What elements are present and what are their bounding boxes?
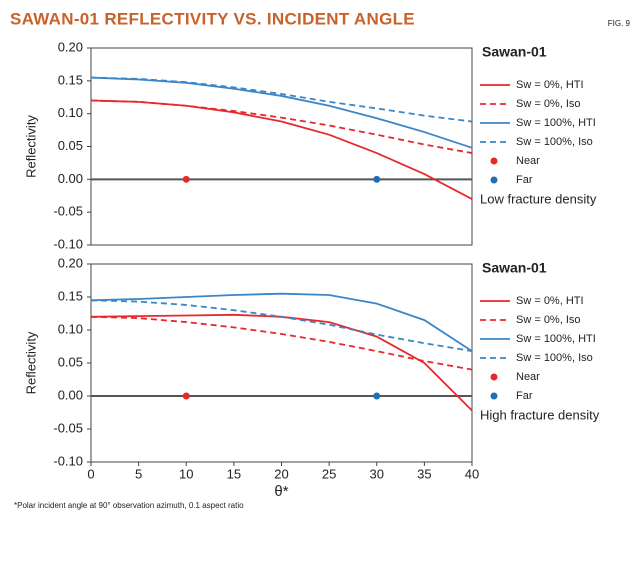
legend-label: Far bbox=[516, 174, 533, 186]
y-tick-label: -0.05 bbox=[53, 420, 83, 435]
legend-label: Near bbox=[516, 155, 540, 167]
x-tick-label: 5 bbox=[135, 466, 142, 481]
x-tick-label: 10 bbox=[179, 466, 193, 481]
y-tick-label: 0.15 bbox=[58, 72, 83, 87]
legend-marker bbox=[490, 176, 498, 184]
plot-frame bbox=[90, 47, 473, 246]
y-tick-label: 0.10 bbox=[58, 321, 83, 336]
y-axis-label: Reflectivity bbox=[23, 331, 38, 394]
x-axis-label: θ* bbox=[274, 483, 288, 500]
series-line bbox=[90, 76, 473, 149]
y-tick-label: 0.20 bbox=[58, 39, 83, 54]
legend-label: Sw = 100%, HTI bbox=[516, 333, 596, 345]
legend-marker bbox=[490, 157, 498, 165]
y-tick-label: 0.10 bbox=[58, 105, 83, 120]
y-tick-label: 0.05 bbox=[58, 354, 83, 369]
y-tick-label: -0.10 bbox=[53, 236, 83, 251]
y-tick-label: 0.00 bbox=[58, 387, 83, 402]
legend-label: Sw = 100%, Iso bbox=[516, 136, 593, 148]
point bbox=[182, 175, 190, 183]
series-line bbox=[90, 99, 473, 200]
legend-label: Sw = 100%, Iso bbox=[516, 352, 593, 364]
figure-title: SAWAN-01 REFLECTIVITY VS. INCIDENT ANGLE bbox=[10, 9, 415, 28]
legend-label: Sw = 0%, HTI bbox=[516, 79, 584, 91]
y-tick-label: 0.00 bbox=[58, 171, 83, 186]
legend-label: Sw = 100%, HTI bbox=[516, 117, 596, 129]
x-tick-label: 20 bbox=[274, 466, 288, 481]
x-tick-label: 40 bbox=[465, 466, 479, 481]
legend-label: Near bbox=[516, 371, 540, 383]
y-axis-label: Reflectivity bbox=[23, 115, 38, 178]
annotation: High fracture density bbox=[480, 407, 600, 422]
x-tick-label: 30 bbox=[370, 466, 384, 481]
footnote: *Polar incident angle at 90° observation… bbox=[14, 501, 244, 510]
series-line bbox=[90, 76, 473, 123]
legend-label: Sw = 0%, Iso bbox=[516, 98, 581, 110]
figure-label: FIG. 9 bbox=[608, 19, 631, 28]
y-tick-label: -0.10 bbox=[53, 453, 83, 468]
legend-label: Sw = 0%, Iso bbox=[516, 314, 581, 326]
legend-marker bbox=[490, 392, 498, 400]
legend-label: Sw = 0%, HTI bbox=[516, 295, 584, 307]
legend-marker bbox=[490, 373, 498, 381]
point bbox=[182, 392, 190, 400]
y-tick-label: 0.15 bbox=[58, 288, 83, 303]
legend-title: Sawan-01 bbox=[482, 44, 547, 60]
legend-label: Far bbox=[516, 390, 533, 402]
point bbox=[373, 175, 381, 183]
series-line bbox=[90, 292, 473, 352]
x-tick-label: 0 bbox=[87, 466, 94, 481]
series-line bbox=[90, 99, 473, 154]
x-tick-label: 35 bbox=[417, 466, 431, 481]
y-tick-label: 0.20 bbox=[58, 255, 83, 270]
y-tick-label: 0.05 bbox=[58, 138, 83, 153]
point bbox=[373, 392, 381, 400]
series-line bbox=[90, 315, 473, 371]
x-tick-label: 15 bbox=[227, 466, 241, 481]
annotation: Low fracture density bbox=[480, 191, 597, 206]
series-line bbox=[90, 299, 473, 353]
legend-title: Sawan-01 bbox=[482, 260, 547, 276]
y-tick-label: -0.05 bbox=[53, 204, 83, 219]
x-tick-label: 25 bbox=[322, 466, 336, 481]
